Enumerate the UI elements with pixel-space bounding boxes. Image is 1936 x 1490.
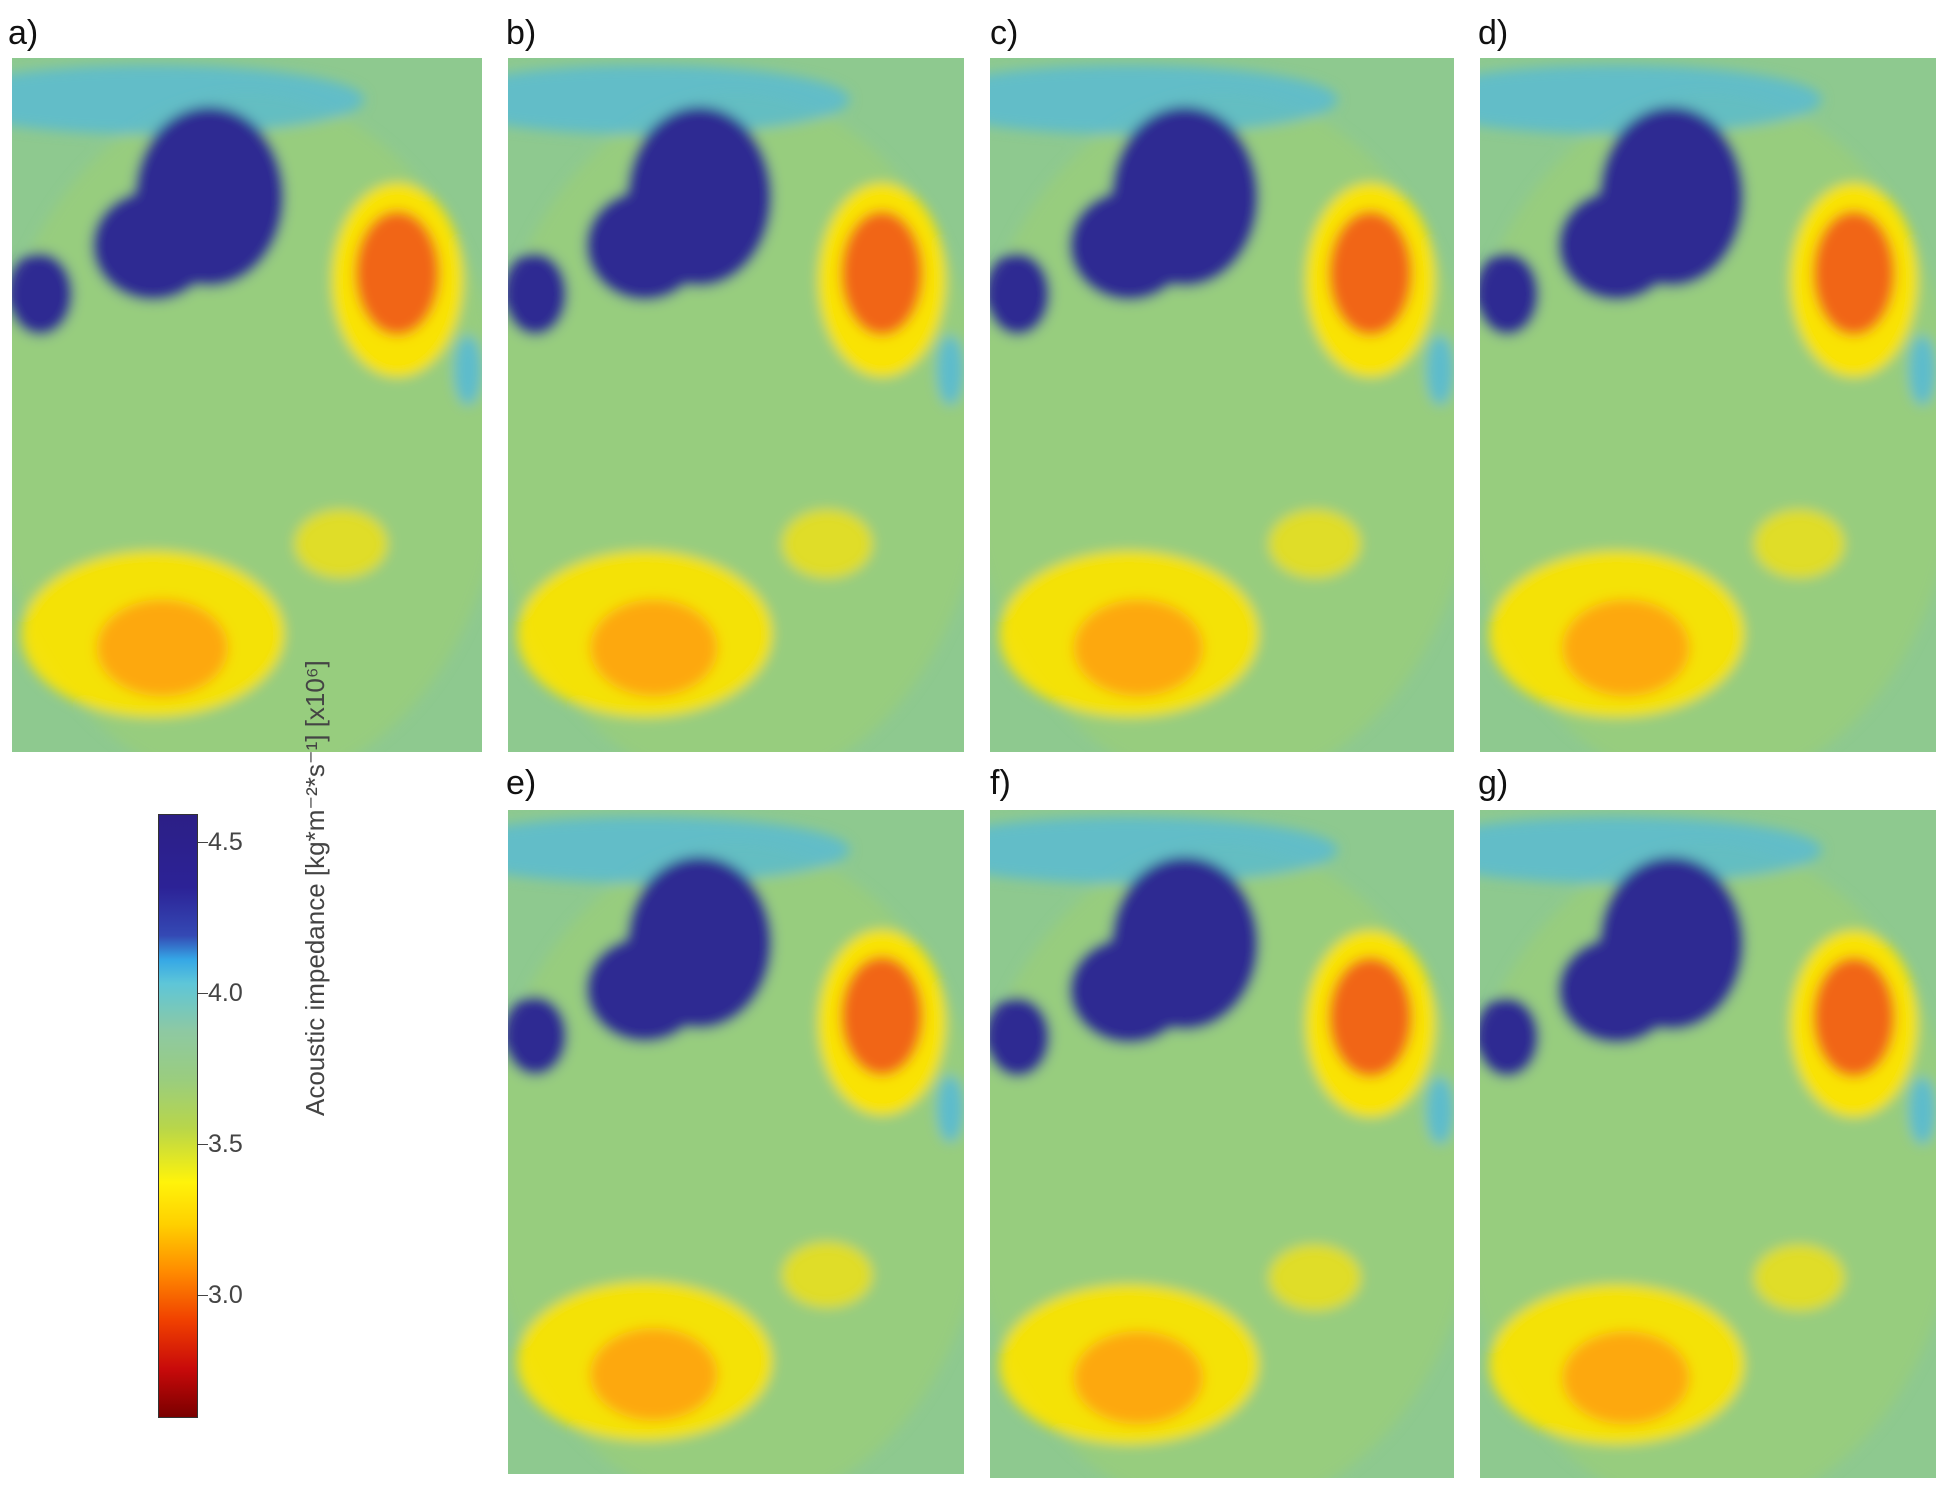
impedance-blob: [294, 509, 388, 579]
impedance-blob: [1068, 936, 1190, 1044]
impedance-blob: [990, 252, 1051, 336]
panel-label-d: d): [1478, 14, 1509, 52]
impedance-map-c: [990, 58, 1454, 752]
impedance-blob: [1426, 1077, 1454, 1144]
impedance-blob: [91, 189, 215, 301]
impedance-blob: [990, 997, 1051, 1078]
colorbar: [158, 814, 198, 1418]
impedance-blob: [1557, 936, 1677, 1044]
panel-label-b: b): [506, 14, 537, 52]
impedance-blob: [508, 995, 568, 1076]
impedance-blob: [1753, 1244, 1845, 1311]
panel-label-e: e): [506, 764, 537, 802]
impedance-blob: [508, 64, 850, 135]
impedance-blob: [936, 335, 964, 405]
impedance-map-g: [1480, 810, 1936, 1478]
impedance-blob: [355, 210, 440, 336]
impedance-blob: [590, 599, 718, 697]
colorbar-tick: [198, 842, 208, 843]
impedance-blob: [453, 335, 482, 405]
impedance-blob: [1562, 599, 1690, 697]
impedance-blob: [990, 816, 1338, 884]
colorbar-title: Acoustic impedance [kg*m⁻²*s⁻¹] [x10⁶]: [300, 660, 330, 1116]
impedance-blob: [840, 210, 923, 336]
colorbar-tick-label: 3.0: [208, 1281, 243, 1309]
impedance-blob: [1073, 599, 1204, 697]
colorbar-tick: [198, 993, 208, 994]
impedance-blob: [1328, 956, 1413, 1078]
impedance-blob: [990, 64, 1338, 135]
impedance-blob: [1480, 816, 1822, 884]
panel-label-c: c): [990, 14, 1019, 52]
colorbar-tick: [198, 1295, 208, 1296]
panel-label-g: g): [1478, 764, 1509, 802]
impedance-blob: [508, 816, 850, 884]
colorbar-tick: [198, 1144, 208, 1145]
impedance-blob: [1268, 1244, 1362, 1311]
impedance-blob: [1753, 509, 1845, 579]
colorbar-tick-label: 3.5: [208, 1130, 243, 1158]
impedance-blob: [840, 956, 923, 1076]
impedance-blob: [781, 1241, 873, 1308]
impedance-blob: [1426, 335, 1454, 405]
impedance-map-f: [990, 810, 1454, 1478]
panel-label-a: a): [8, 14, 39, 52]
impedance-blob: [12, 64, 365, 135]
impedance-blob: [1328, 210, 1413, 336]
impedance-blob: [1908, 335, 1936, 405]
impedance-blob: [1908, 1077, 1936, 1144]
impedance-blob: [590, 1327, 718, 1421]
impedance-blob: [508, 252, 568, 336]
impedance-blob: [1268, 509, 1362, 579]
colorbar-tick-label: 4.5: [208, 828, 243, 856]
impedance-blob: [1480, 252, 1540, 336]
impedance-map-a: [12, 58, 482, 752]
impedance-map-b: [508, 58, 964, 752]
impedance-blob: [781, 509, 873, 579]
panel-label-f: f): [990, 764, 1011, 802]
impedance-map-d: [1480, 58, 1936, 752]
impedance-map-e: [508, 810, 964, 1474]
impedance-blob: [1562, 1331, 1690, 1425]
impedance-blob: [585, 936, 705, 1043]
impedance-blob: [936, 1075, 964, 1142]
impedance-blob: [96, 599, 229, 697]
impedance-blob: [1557, 189, 1677, 301]
impedance-blob: [1068, 189, 1190, 301]
colorbar-tick-label: 4.0: [208, 979, 243, 1007]
impedance-blob: [1073, 1331, 1204, 1425]
impedance-blob: [1480, 64, 1822, 135]
impedance-blob: [1480, 997, 1540, 1078]
impedance-blob: [12, 252, 74, 336]
impedance-blob: [1812, 210, 1895, 336]
impedance-blob: [1812, 956, 1895, 1078]
impedance-blob: [585, 189, 705, 301]
